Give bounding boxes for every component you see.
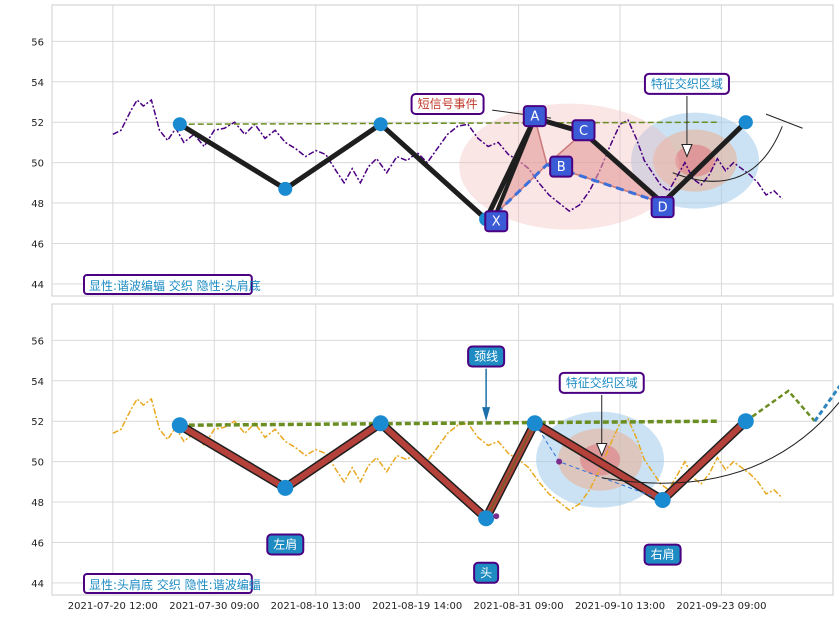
annotation-text: 颈线 [474, 350, 498, 364]
pattern-point [478, 510, 495, 527]
abcd-line [494, 115, 664, 214]
pattern-point [738, 115, 753, 130]
y-tick-label: 56 [31, 336, 44, 347]
legend-text: 显性:谐波编蝠 交织 隐性:头肩底 [89, 278, 261, 293]
annotation-box: 短信号事件 [410, 93, 485, 116]
feature-arrow-head [681, 143, 693, 158]
annotation-box: 右肩 [643, 543, 682, 566]
annotation-frame [266, 533, 305, 556]
projection-cap [765, 113, 803, 129]
annotation-text: 右肩 [651, 547, 675, 562]
pattern-point [372, 415, 389, 432]
feature-arrow-head [595, 442, 608, 457]
y-tick-label: 52 [31, 417, 44, 428]
point-label: A [522, 105, 547, 128]
pattern-point [654, 492, 671, 509]
annotation-box: 头 [473, 561, 500, 584]
plot-area [51, 303, 834, 596]
projection-arc [601, 401, 839, 484]
point-label-box [571, 119, 596, 142]
point-label-text: A [530, 110, 539, 125]
annotation-box: 颈线 [467, 345, 506, 368]
point-label: B [549, 155, 574, 178]
y-tick-label: 56 [31, 37, 44, 48]
annotation-box: 特征交织区域 [558, 371, 645, 394]
x-tick-label: 2021-08-19 14:00 [372, 601, 462, 612]
y-tick-label: 46 [31, 538, 44, 549]
pattern-point [526, 415, 543, 432]
y-tick-label: 54 [31, 78, 44, 89]
x-tick-label: 2021-07-30 09:00 [169, 601, 259, 612]
x-tick-label: 2021-08-31 09:00 [474, 601, 564, 612]
marker-point [556, 458, 563, 465]
neckline-arrow-head [482, 407, 491, 422]
y-tick-label: 50 [31, 458, 44, 469]
shoulder-link [485, 422, 536, 519]
pattern-legend: 显性:头肩底 交织 隐性:谐波编蝠 [83, 573, 261, 594]
legend-frame [83, 274, 253, 295]
y-tick-label: 52 [31, 118, 44, 129]
annotation-box: 左肩 [266, 533, 305, 556]
annotation-text: 特征交织区域 [566, 375, 638, 390]
pattern-point [737, 413, 754, 430]
y-tick-label: 48 [31, 498, 44, 509]
pattern-point [373, 117, 388, 132]
point-label-box [650, 196, 675, 219]
annotation-box: 特征交织区域 [643, 72, 730, 95]
point-label: C [571, 119, 596, 142]
pattern-point [172, 117, 187, 132]
annotation-text: 左肩 [273, 536, 297, 551]
legend-text: 显性:头肩底 交织 隐性:谐波编蝠 [89, 577, 261, 592]
annotation-frame [558, 371, 645, 394]
annotation-text: 头 [480, 566, 492, 580]
annotation-text: 特征交织区域 [651, 76, 723, 91]
annotation-frame [410, 93, 485, 116]
pattern-point [277, 479, 294, 496]
annotation-frame [643, 72, 730, 95]
y-tick-label: 54 [31, 377, 44, 388]
x-tick-label: 2021-09-10 13:00 [575, 601, 665, 612]
y-tick-label: 46 [31, 239, 44, 250]
y-tick-label: 44 [31, 280, 44, 291]
point-label: X [484, 210, 509, 233]
price-series-line [112, 98, 783, 213]
panel-top: 44 46 48 50 52 54 56 短信号事件 特征交织区域 A B C X D 显性:谐波编蝠 交织… [31, 4, 834, 297]
point-label-text: D [658, 201, 668, 216]
annotation-text: 短信号事件 [418, 97, 478, 111]
price-series-line [112, 397, 783, 512]
harmonic-dashed-line [495, 162, 664, 215]
point-label-text: B [557, 160, 566, 175]
x-tick-label: 2021-07-20 12:00 [68, 601, 158, 612]
annotation-frame [467, 345, 506, 368]
pattern-point [171, 417, 188, 434]
pattern-legend: 显性:谐波编蝠 交织 隐性:头肩底 [83, 274, 261, 295]
annotation-frame [643, 543, 682, 566]
pattern-point [278, 181, 293, 196]
projection-line-2 [813, 384, 839, 423]
point-label-box [522, 105, 547, 128]
x-tick-label: 2021-09-23 09:00 [676, 601, 766, 612]
annotation-frame [473, 561, 500, 584]
marker-point [493, 513, 500, 520]
y-tick-label: 44 [31, 579, 44, 590]
y-tick-label: 50 [31, 159, 44, 170]
y-tick-label: 48 [31, 199, 44, 210]
projection-line [745, 389, 816, 423]
point-label-box [484, 210, 509, 233]
point-label-text: C [579, 124, 588, 139]
point-label-box [549, 155, 574, 178]
point-label-text: X [492, 215, 501, 230]
legend-frame [83, 573, 253, 594]
projection-arc [672, 126, 783, 182]
x-tick-label: 2021-08-10 13:00 [271, 601, 361, 612]
point-label: D [650, 196, 675, 219]
